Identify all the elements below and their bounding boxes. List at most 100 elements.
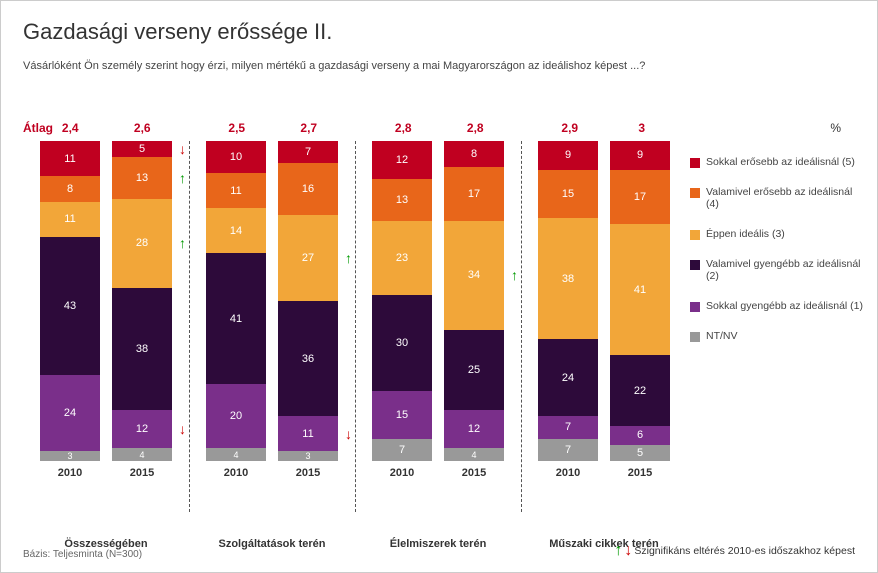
bar-segment: 15 [372, 391, 432, 439]
bar-segment: 8 [444, 141, 504, 167]
bar-segment: 12 [444, 410, 504, 448]
bar-segment: 10 [206, 141, 266, 173]
legend-swatch [690, 188, 700, 198]
year-label: 2015 [112, 467, 172, 479]
bar-segment: 11 [40, 202, 100, 237]
footnote: Bázis: Teljesminta (N=300) [23, 549, 142, 560]
bar-segment: 38 [112, 288, 172, 410]
legend-item: Éppen ideális (3) [690, 228, 865, 240]
chart-group: 420411411102010311↓3627↑1672015Szolgálta… [189, 141, 355, 512]
year-label: 2010 [538, 467, 598, 479]
bar-segment: 41 [610, 224, 670, 355]
bar-segment: 23 [372, 221, 432, 295]
bar-segment: 12 [372, 141, 432, 179]
legend-swatch [690, 260, 700, 270]
bar-segment: 24 [538, 339, 598, 416]
arrow-down-icon: ↓ [179, 421, 186, 437]
significance-text: Szignifikáns eltérés 2010-es időszakhoz … [634, 545, 855, 557]
stacked-bar: 4122534↑1782015 [444, 141, 504, 461]
year-label: 2010 [40, 467, 100, 479]
bar-segment: 36 [278, 301, 338, 416]
bar-segment: 17 [610, 170, 670, 224]
legend-label: Valamivel erősebb az ideálisnál (4) [706, 186, 865, 210]
bar-segment: 5 [610, 445, 670, 461]
bar-segment: 13 [372, 179, 432, 221]
legend-item: Valamivel gyengébb az ideálisnál (2) [690, 258, 865, 282]
bar-segment: 27↑ [278, 215, 338, 301]
chart-group: 7153023131220104122534↑1782015Élelmiszer… [355, 141, 521, 512]
atlag-value: 2,9 [540, 121, 600, 135]
year-label: 2015 [444, 467, 504, 479]
stacked-bar: 715302313122010 [372, 141, 432, 461]
chart-area: 32443118112010412↓3828↑13↑5↓2015Összessé… [23, 141, 687, 512]
stacked-bar: 420411411102010 [206, 141, 266, 461]
legend-item: NT/NV [690, 330, 865, 342]
atlag-value: 2,8 [373, 121, 433, 135]
bar-segment: 8 [40, 176, 100, 202]
legend-swatch [690, 158, 700, 168]
percent-symbol: % [830, 121, 841, 135]
bar-segment: 17 [444, 167, 504, 221]
atlag-value: 2,8 [445, 121, 505, 135]
bar-segment: 4 [112, 448, 172, 461]
bar-segment: 15 [538, 170, 598, 218]
stacked-bar: 311↓3627↑1672015 [278, 141, 338, 461]
bar-segment: 41 [206, 253, 266, 384]
year-label: 2010 [206, 467, 266, 479]
group-divider [521, 141, 522, 512]
legend-label: Valamivel gyengébb az ideálisnál (2) [706, 258, 865, 282]
legend-swatch [690, 230, 700, 240]
atlag-value: 2,5 [207, 121, 267, 135]
group-divider [355, 141, 356, 512]
legend-swatch [690, 332, 700, 342]
bar-segment: 12↓ [112, 410, 172, 448]
stacked-bar: 7724381592010 [538, 141, 598, 461]
arrow-up-icon: ↑ [179, 170, 186, 186]
significance-note: ↑↓ Szignifikáns eltérés 2010-es időszakh… [614, 542, 855, 560]
bar-segment: 34↑ [444, 221, 504, 330]
legend-label: NT/NV [706, 330, 738, 342]
bar-segment: 16 [278, 163, 338, 214]
atlag-value: 2,6 [112, 121, 172, 135]
legend-item: Sokkal gyengébb az ideálisnál (1) [690, 300, 865, 312]
bar-segment: 24 [40, 375, 100, 452]
bar-segment: 43 [40, 237, 100, 375]
legend: Sokkal erősebb az ideálisnál (5) Valamive… [690, 156, 865, 360]
bar-segment: 7 [278, 141, 338, 163]
bar-segment: 6 [610, 426, 670, 445]
bar-segment: 30 [372, 295, 432, 391]
atlag-value: 2,7 [279, 121, 339, 135]
year-label: 2015 [610, 467, 670, 479]
group-label: Élelmiszerek terén [355, 538, 521, 550]
chart-group: 32443118112010412↓3828↑13↑5↓2015Összessé… [23, 141, 189, 512]
arrow-up-icon: ↑ [511, 267, 518, 283]
group-label: Szolgáltatások terén [189, 538, 355, 550]
bar-segment: 11↓ [278, 416, 338, 451]
bar-segment: 28↑ [112, 199, 172, 289]
stacked-bar: 5622411792015 [610, 141, 670, 461]
bar-segment: 4 [444, 448, 504, 461]
bar-segment: 7 [538, 416, 598, 438]
atlag-value: 3 [612, 121, 672, 135]
year-label: 2015 [278, 467, 338, 479]
stacked-bar: 412↓3828↑13↑5↓2015 [112, 141, 172, 461]
chart-group: 77243815920105622411792015Műszaki cikkek… [521, 141, 687, 512]
subtitle: Vásárlóként Ön személy szerint hogy érzi… [1, 45, 701, 74]
bar-segment: 11 [206, 173, 266, 208]
bar-segment: 7 [538, 439, 598, 461]
bar-segment: 25 [444, 330, 504, 410]
legend-item: Valamivel erősebb az ideálisnál (4) [690, 186, 865, 210]
bar-segment: 9 [610, 141, 670, 170]
bar-segment: 11 [40, 141, 100, 176]
bar-segment: 3 [40, 451, 100, 461]
arrow-down-icon: ↓ [179, 141, 186, 157]
legend-item: Sokkal erősebb az ideálisnál (5) [690, 156, 865, 168]
legend-label: Éppen ideális (3) [706, 228, 785, 240]
bar-segment: 3 [278, 451, 338, 461]
bar-segment: 38 [538, 218, 598, 340]
group-divider [189, 141, 190, 512]
arrow-up-icon: ↑ [614, 542, 622, 560]
bar-segment: 7 [372, 439, 432, 461]
bar-segment: 4 [206, 448, 266, 461]
year-label: 2010 [372, 467, 432, 479]
